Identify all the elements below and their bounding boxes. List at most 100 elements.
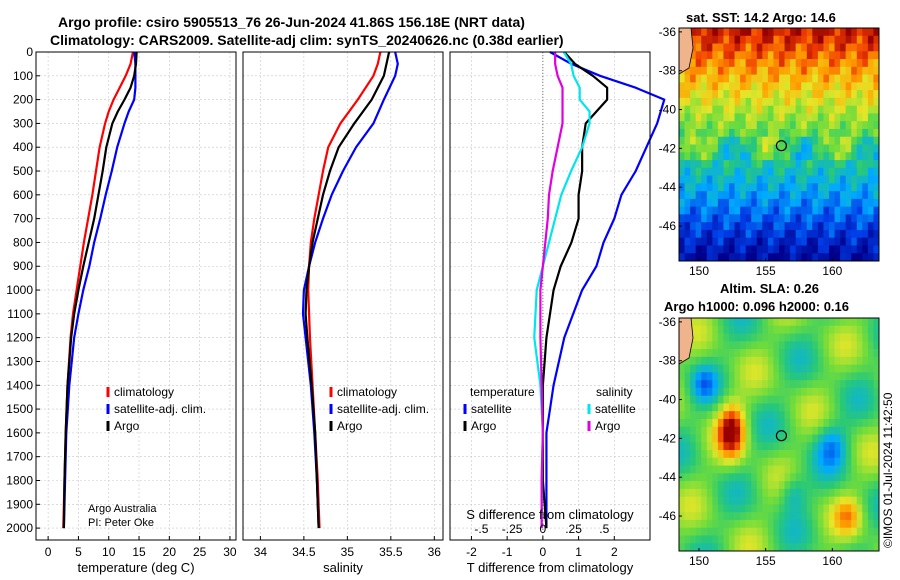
map-cell <box>696 489 702 497</box>
map-cell <box>679 497 685 505</box>
map-cell <box>735 419 741 427</box>
map-cell <box>751 191 757 199</box>
map-cell <box>823 372 829 380</box>
map-cell <box>846 543 852 551</box>
map-cell <box>801 36 807 44</box>
map-cell <box>740 207 746 215</box>
map-cell <box>801 82 807 90</box>
map-cell <box>690 222 696 230</box>
map-cell <box>785 411 791 419</box>
map-cell <box>768 207 774 215</box>
map-cell <box>862 543 868 551</box>
map-cell <box>829 318 835 326</box>
map-cell <box>729 137 735 145</box>
map-cell <box>807 82 813 90</box>
map-cell <box>679 419 685 427</box>
map-cell <box>868 473 874 481</box>
map-cell <box>779 520 785 528</box>
map-cell <box>857 51 863 59</box>
map-cell <box>712 466 718 474</box>
map-cell <box>768 435 774 443</box>
map-cell <box>729 380 735 388</box>
map-cell <box>779 489 785 497</box>
map-cell <box>718 427 724 435</box>
map-cell <box>796 318 802 326</box>
map-cell <box>757 380 763 388</box>
map-cell <box>729 357 735 365</box>
map-cell <box>862 450 868 458</box>
map-cell <box>718 435 724 443</box>
map-cell <box>818 230 824 238</box>
map-cell <box>785 450 791 458</box>
map-cell <box>751 67 757 75</box>
map-cell <box>735 497 741 505</box>
map-cell <box>696 230 702 238</box>
map-cell <box>768 129 774 137</box>
map-cell <box>690 152 696 160</box>
map-cell <box>762 365 768 373</box>
map-x-tick-label: 150 <box>689 264 709 278</box>
map-cell <box>751 253 757 261</box>
map-cell <box>773 90 779 98</box>
map-cell <box>779 51 785 59</box>
map-cell <box>768 442 774 450</box>
map-cell <box>851 59 857 67</box>
map-cell <box>840 489 846 497</box>
map-cell <box>723 372 729 380</box>
map-cell <box>690 403 696 411</box>
map-cell <box>862 403 868 411</box>
map-cell <box>818 403 824 411</box>
map-cell <box>729 388 735 396</box>
map-cell <box>712 214 718 222</box>
map-cell <box>690 427 696 435</box>
map-cell <box>785 528 791 536</box>
map-cell <box>779 222 785 230</box>
map-cell <box>862 113 868 121</box>
map-cell <box>823 238 829 246</box>
map-cell <box>773 489 779 497</box>
map-cell <box>840 121 846 129</box>
axes-frame <box>450 52 650 540</box>
map-cell <box>712 113 718 121</box>
map-cell <box>690 458 696 466</box>
map-cell <box>746 75 752 83</box>
map-cell <box>818 535 824 543</box>
map-cell <box>851 504 857 512</box>
map-cell <box>801 341 807 349</box>
map-cell <box>707 253 713 261</box>
map-cell <box>690 90 696 98</box>
map-cell <box>796 435 802 443</box>
x-tick-label: 10 <box>102 545 116 559</box>
map-cell <box>679 176 685 184</box>
map-cell <box>751 75 757 83</box>
map-cell <box>729 121 735 129</box>
map-cell <box>857 121 863 129</box>
map-cell <box>835 176 841 184</box>
map-cell <box>685 543 691 551</box>
map-cell <box>801 388 807 396</box>
map-cell <box>807 442 813 450</box>
map-cell <box>807 396 813 404</box>
map-cell <box>696 160 702 168</box>
map-cell <box>757 403 763 411</box>
map-cell <box>846 411 852 419</box>
map-cell <box>829 82 835 90</box>
map-cell <box>773 481 779 489</box>
map-cell <box>751 183 757 191</box>
map-cell <box>823 365 829 373</box>
map-cell <box>857 396 863 404</box>
map-cell <box>723 466 729 474</box>
map-y-tick-label: -36 <box>659 25 677 39</box>
map-cell <box>718 442 724 450</box>
map-cell <box>735 253 741 261</box>
map-cell <box>835 113 841 121</box>
map-cell <box>746 481 752 489</box>
map-cell <box>818 191 824 199</box>
map-cell <box>740 357 746 365</box>
map-cell <box>762 419 768 427</box>
map-cell <box>768 458 774 466</box>
map-cell <box>718 450 724 458</box>
map-cell <box>740 497 746 505</box>
map-cell <box>868 129 874 137</box>
map-cell <box>807 230 813 238</box>
